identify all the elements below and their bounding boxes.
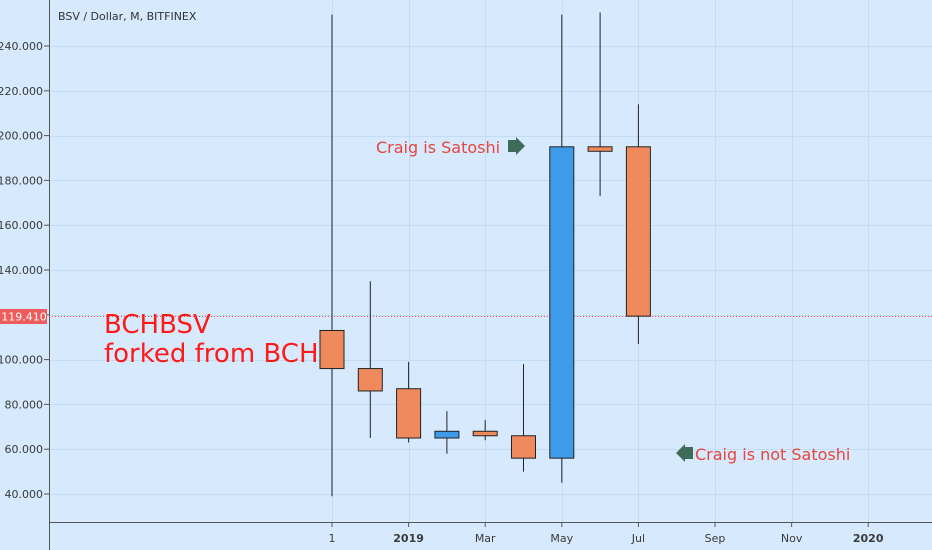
candle-body: [472, 430, 498, 437]
x-tick-label: Nov: [781, 532, 803, 545]
y-tick-label: 200.000: [0, 130, 43, 143]
candle: [319, 14, 345, 497]
x-axis-ticks: 1 2019 Mar May Jul Sep Nov 2020: [329, 522, 884, 545]
y-tick-label: 100.000: [0, 354, 43, 367]
y-tick-label: 80.000: [5, 398, 44, 411]
annotation-fork-line1: BCHBSV: [104, 310, 211, 340]
left-arrow-icon: [676, 444, 693, 462]
x-tick-label: Mar: [475, 532, 496, 545]
x-tick-label: May: [550, 532, 573, 545]
candle: [511, 364, 536, 472]
last-price-label: 119.410: [1, 311, 47, 324]
grid: [49, 0, 932, 522]
chart-title: BSV / Dollar, M, BITFINEX: [58, 10, 197, 23]
candle: [625, 104, 651, 344]
x-tick-label: 1: [329, 532, 336, 545]
y-tick-label: 220.000: [0, 85, 43, 98]
candle-body: [357, 368, 383, 392]
x-tick-label: Jul: [631, 532, 645, 545]
candle: [434, 411, 460, 454]
y-tick-label: 140.000: [0, 264, 43, 277]
x-tick-label: Sep: [705, 532, 726, 545]
candle: [587, 12, 613, 197]
candle-body: [396, 388, 422, 439]
last-price-badge-bg: [0, 309, 47, 324]
candle-body: [587, 146, 613, 152]
candle: [549, 14, 575, 483]
y-tick-label: 180.000: [0, 174, 43, 187]
candle-body: [625, 146, 651, 317]
candle-body: [511, 435, 536, 459]
x-tick-label: 2020: [853, 532, 884, 545]
candle: [357, 281, 383, 438]
candle-body: [434, 430, 460, 439]
y-tick-label: 60.000: [5, 443, 44, 456]
x-tick-label: 2019: [393, 532, 424, 545]
annotation-fork-line2: forked from BCH: [104, 339, 319, 369]
y-axis-ticks: 240.000 220.000 200.000 180.000 160.000 140.0…: [0, 40, 49, 501]
annotation-not-satoshi: Craig is not Satoshi: [695, 445, 850, 464]
right-arrow-icon: [508, 137, 525, 155]
candle: [472, 420, 498, 441]
candle-body: [549, 146, 575, 459]
y-tick-label: 160.000: [0, 219, 43, 232]
last-price-badge: 119.410: [0, 309, 47, 324]
annotation-satoshi: Craig is Satoshi: [376, 138, 500, 157]
candle-body: [319, 329, 345, 370]
candle: [396, 361, 422, 443]
y-tick-label: 40.000: [5, 488, 44, 501]
y-tick-label: 240.000: [0, 40, 43, 53]
candles: [319, 12, 651, 497]
